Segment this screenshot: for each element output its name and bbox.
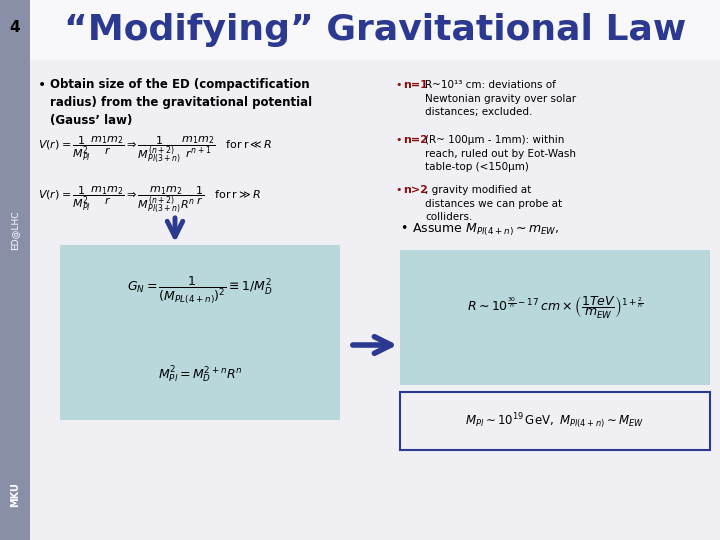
Text: Assume $M_{Pl(4+n)} \sim m_{EW},$: Assume $M_{Pl(4+n)} \sim m_{EW},$: [412, 222, 559, 238]
Bar: [0, 0, 30, 540]
Text: $V(r) = \dfrac{1}{M_{Pl}^2} \dfrac{m_1 m_2}{r} \Rightarrow \dfrac{1}{M_{Pl(3+n)}: $V(r) = \dfrac{1}{M_{Pl}^2} \dfrac{m_1 m…: [38, 135, 272, 165]
Text: n>2: n>2: [403, 185, 428, 195]
Bar: [400, 250, 710, 385]
Text: ED@LHC: ED@LHC: [11, 210, 19, 249]
Text: 4: 4: [9, 20, 20, 35]
Text: , gravity modified at
distances we can probe at
colliders.: , gravity modified at distances we can p…: [425, 185, 562, 222]
Bar: [30, 0, 720, 60]
Text: Obtain size of the ED (compactification
radius) from the gravitational potential: Obtain size of the ED (compactification …: [50, 78, 312, 127]
Text: “Modifying” Gravitational Law: “Modifying” Gravitational Law: [64, 13, 686, 47]
Bar: [60, 245, 340, 420]
Text: $M_{Pl} \sim 10^{19}\,\mathrm{GeV},\ M_{Pl(4+n)}\sim M_{EW}$: $M_{Pl} \sim 10^{19}\,\mathrm{GeV},\ M_{…: [466, 411, 644, 431]
Text: n=2: n=2: [403, 135, 428, 145]
Text: $M_{Pl}^2 = M_D^{2+n} R^n$: $M_{Pl}^2 = M_D^{2+n} R^n$: [158, 365, 242, 385]
Text: •: •: [38, 78, 46, 92]
Text: (R~ 100μm - 1mm): within
reach, ruled out by Eot-Wash
table-top (<150μm): (R~ 100μm - 1mm): within reach, ruled ou…: [425, 135, 576, 172]
Text: $G_N = \dfrac{1}{(M_{PL(4+n)})^2} \equiv 1/M_D^2$: $G_N = \dfrac{1}{(M_{PL(4+n)})^2} \equiv…: [127, 274, 273, 306]
Text: MKU: MKU: [10, 483, 20, 508]
Text: R~10¹³ cm: deviations of
Newtonian gravity over solar
distances; excluded.: R~10¹³ cm: deviations of Newtonian gravi…: [425, 80, 576, 117]
Text: $R \sim 10^{\frac{30}{n}-17}\,cm \times \left(\dfrac{1TeV}{m_{EW}}\right)^{1+\fr: $R \sim 10^{\frac{30}{n}-17}\,cm \times …: [467, 294, 643, 321]
Text: n=1: n=1: [403, 80, 428, 90]
Text: •: •: [395, 80, 402, 90]
Bar: [400, 392, 710, 450]
Text: $V(r) = \dfrac{1}{M_{Pl}^2} \dfrac{m_1 m_2}{r} \Rightarrow \dfrac{m_1 m_2}{M_{Pl: $V(r) = \dfrac{1}{M_{Pl}^2} \dfrac{m_1 m…: [38, 185, 261, 215]
Text: •: •: [400, 222, 408, 235]
Text: •: •: [395, 135, 402, 145]
Text: •: •: [395, 185, 402, 195]
